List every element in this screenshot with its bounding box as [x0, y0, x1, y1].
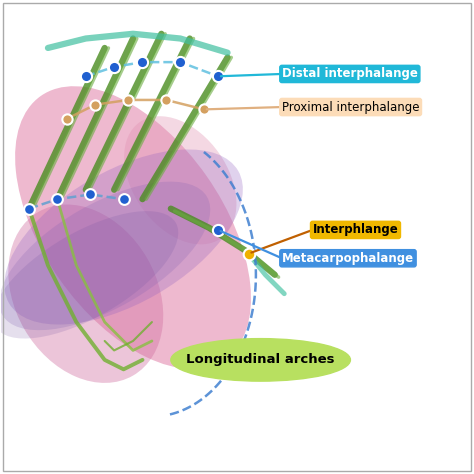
Ellipse shape — [15, 86, 251, 369]
Point — [139, 58, 146, 66]
Text: Interphlange: Interphlange — [313, 223, 398, 237]
Ellipse shape — [4, 149, 243, 325]
Text: Distal interphalange: Distal interphalange — [282, 67, 418, 81]
Ellipse shape — [124, 116, 237, 245]
Point — [54, 195, 61, 203]
Point — [214, 226, 222, 234]
Text: Longitudinal arches: Longitudinal arches — [186, 354, 335, 366]
Text: Metacarpophalange: Metacarpophalange — [282, 252, 414, 265]
Point — [110, 63, 118, 71]
Point — [25, 205, 33, 212]
Point — [162, 96, 170, 104]
Point — [200, 106, 208, 113]
Point — [120, 195, 128, 203]
Point — [125, 96, 132, 104]
Point — [82, 73, 90, 80]
Point — [214, 73, 222, 80]
Point — [176, 58, 184, 66]
Ellipse shape — [171, 338, 350, 381]
Ellipse shape — [8, 204, 163, 383]
Text: Proximal interphalange: Proximal interphalange — [282, 100, 419, 114]
Point — [63, 115, 71, 123]
Ellipse shape — [0, 211, 178, 338]
Ellipse shape — [0, 182, 210, 330]
Point — [87, 191, 94, 198]
Point — [245, 250, 253, 257]
Point — [91, 101, 99, 109]
